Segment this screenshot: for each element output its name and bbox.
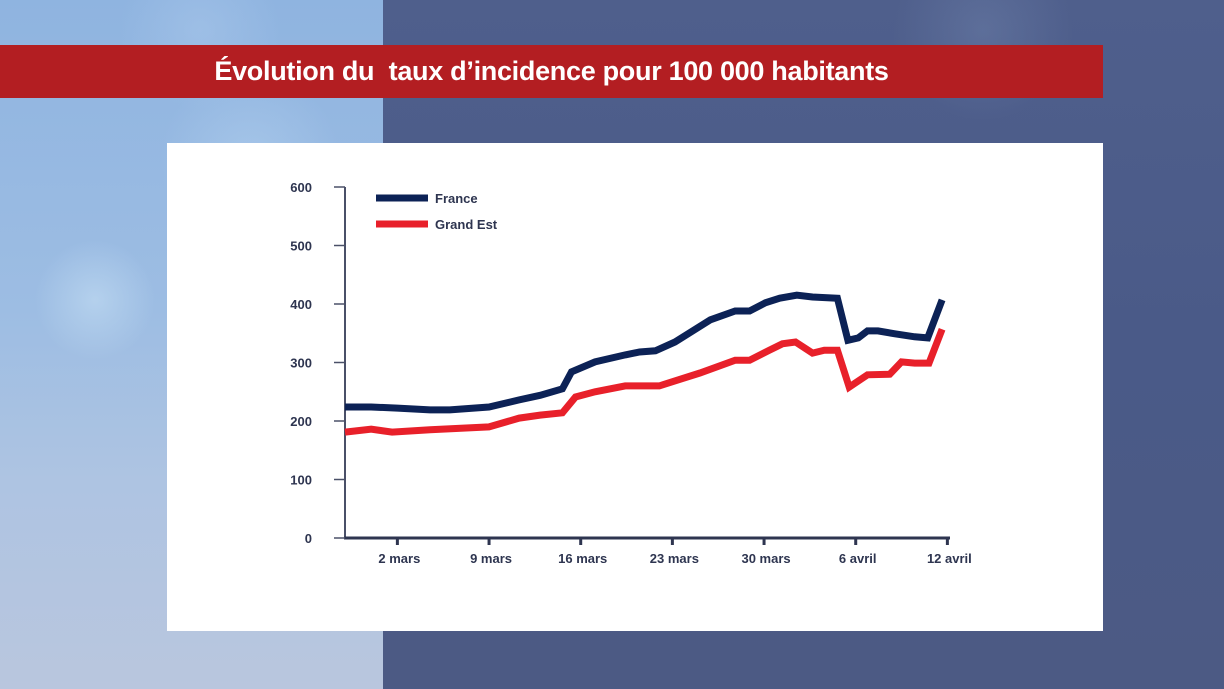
x-tick-label: 12 avril [927,551,972,566]
chart-panel: 0 100 200 300 400 500 600 2 mars 9 mars 16 mars 23… [167,143,1103,631]
x-tick-label: 9 mars [470,551,512,566]
y-tick-label: 600 [290,180,312,195]
legend-label: France [435,191,478,206]
y-tick-label: 0 [305,531,312,546]
x-tick-label: 16 mars [558,551,607,566]
line-chart: 0 100 200 300 400 500 600 2 mars 9 mars 16 mars 23… [290,180,972,566]
series-line-grand-est [344,327,946,436]
page-title: Évolution du taux d’incidence pour 100 0… [214,56,889,86]
y-tick-label: 100 [290,473,312,488]
x-tick-label: 23 mars [650,551,699,566]
y-tick-label: 300 [290,356,312,371]
x-tick-label: 30 mars [741,551,790,566]
x-tick-label: 2 mars [378,551,420,566]
y-tick-label: 400 [290,297,312,312]
y-tick-label: 500 [290,239,312,254]
title-banner: Évolution du taux d’incidence pour 100 0… [0,45,1103,98]
series-line-france [345,291,946,414]
x-tick-label: 6 avril [839,551,877,566]
legend-label: Grand Est [435,217,498,232]
y-tick-label: 200 [290,414,312,429]
